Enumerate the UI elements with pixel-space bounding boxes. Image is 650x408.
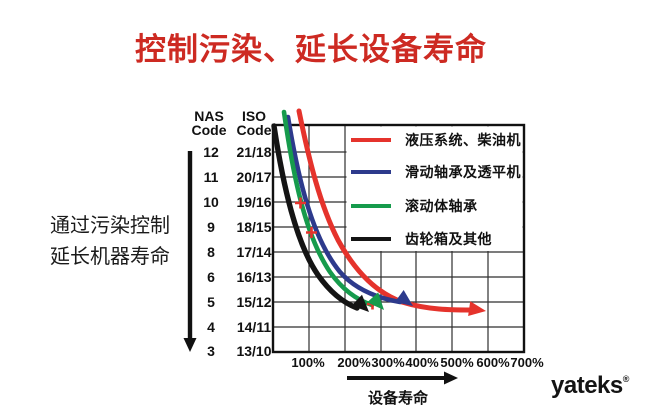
x-axis-title: 设备寿命 [367,391,428,407]
x-tick-label: 100% [291,355,325,370]
curve-rolling-bearing [281,109,375,308]
nas-code-label: 12 [203,144,219,160]
legend-label: 滚动体轴承 [405,200,478,215]
legend-background [346,126,523,251]
legend-item-gearbox-other: 齿轮箱及其他 [350,229,492,249]
nas-axis-header: NAS Code [186,109,232,137]
iso-code-label: 15/12 [236,294,272,310]
x-tick-label: 700% [510,355,544,370]
nas-code-label: 5 [207,294,215,310]
nas-code-label: 3 [207,343,215,359]
iso-code-label: 16/13 [236,269,272,285]
arrowhead-gearbox-other [351,294,369,312]
legend-label: 滑动轴承及透平机 [405,166,521,181]
legend-line-black [351,237,391,241]
right-arrow-icon [347,371,458,385]
arrowhead-sliding-bearing-turbine [394,289,413,306]
iso-axis-header: ISO Code [231,109,277,137]
iso-header-line2: Code [236,122,272,138]
x-tick-label: 400% [405,355,439,370]
nas-code-label: 10 [203,194,219,210]
plot-border [271,123,526,354]
legend-label: 齿轮箱及其他 [405,233,492,248]
iso-code-label: 14/11 [236,319,272,335]
slide-title: 控制污染、延长设备寿命 [135,32,487,67]
legend-item-sliding-bearing-turbine: 滑动轴承及透平机 [350,162,521,182]
nas-code-label: 6 [207,269,215,285]
legend-item-hydraulic-diesel: 液压系统、柴油机 [350,130,521,150]
legend-line-blue [351,170,391,174]
nas-code-label: 8 [207,244,215,260]
nas-header-line1: NAS [194,108,224,124]
iso-header-line1: ISO [241,108,267,124]
x-tick-label: 200% [337,355,371,370]
iso-code-label: 20/17 [236,169,272,185]
legend-item-rolling-bearing: 滚动体轴承 [350,196,478,216]
nas-code-label: 4 [207,319,215,335]
iso-code-label: 13/10 [236,343,272,359]
legend-line-red [351,138,391,142]
registered-mark: ® [622,374,630,384]
iso-code-label: 21/18 [236,144,272,160]
left-caption: 通过污染控制 延长机器寿命 [32,211,188,273]
yateks-logo: yateks® [551,372,646,400]
iso-code-label: 19/16 [236,194,272,210]
nas-code-label: 11 [203,169,219,185]
iso-code-label: 18/15 [236,219,272,235]
cross-marker-2 [306,227,317,238]
left-caption-line-2: 延长机器寿命 [50,246,170,268]
iso-code-label: 17/14 [236,244,272,260]
logo-text: yateks [551,372,623,399]
x-tick-label: 300% [371,355,405,370]
cross-marker-1 [295,197,306,209]
down-arrow-icon [183,151,197,352]
curve-hydraulic-diesel [296,108,474,313]
legend-label: 液压系统、柴油机 [405,134,521,149]
left-caption-line-1: 通过污染控制 [50,215,170,237]
arrowhead-rolling-bearing [367,292,384,310]
legend-line-green [351,204,391,208]
nas-header-line2: Code [191,122,227,138]
nas-code-label: 9 [207,219,215,235]
curve-gearbox-other [271,123,360,311]
arrowhead-hydraulic-diesel [468,301,486,317]
x-tick-label: 600% [476,355,510,370]
x-tick-label: 500% [440,355,474,370]
